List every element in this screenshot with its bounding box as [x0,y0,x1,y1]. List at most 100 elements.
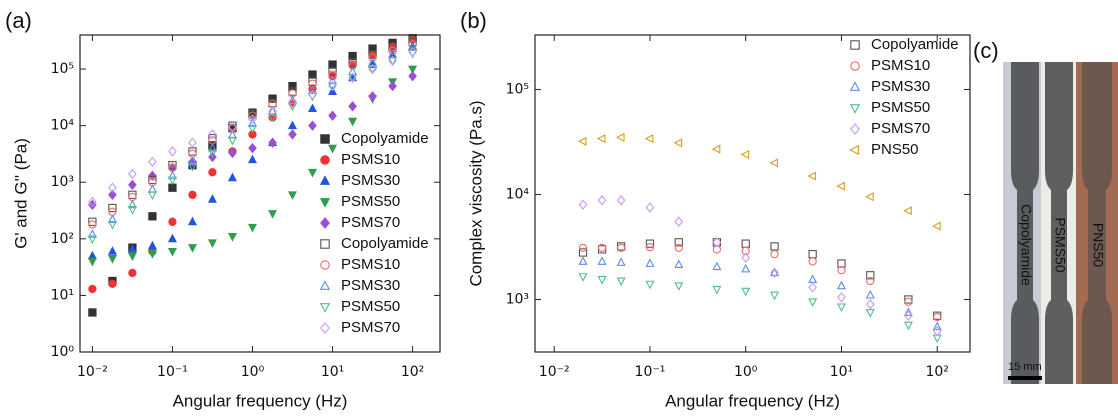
marker [127,206,137,215]
marker [307,103,318,113]
marker [348,101,357,112]
marker [167,247,177,257]
marker [674,282,684,291]
marker [287,120,298,130]
marker [836,181,845,191]
marker [836,303,846,313]
y-tick-label: 10³ [506,291,529,307]
marker [328,60,337,69]
marker [88,199,97,210]
marker [88,217,97,226]
legend-marker [319,280,331,290]
legend-label: PSMS10 [871,57,930,74]
marker [348,61,357,70]
legend-label: PSMS30 [341,277,400,294]
y-tick-label: 10⁰ [51,344,75,360]
marker [108,189,117,200]
marker [147,184,157,193]
marker [208,129,217,140]
marker [168,217,177,226]
marker [740,150,750,160]
marker [408,65,418,75]
marker [388,55,397,66]
marker [148,175,157,185]
marker [597,276,607,285]
marker [188,190,197,199]
marker [597,243,607,253]
marker [770,250,779,259]
marker [148,156,157,167]
marker [578,248,588,257]
marker [348,51,357,61]
legend-label: PSMS70 [341,214,400,231]
marker [645,239,655,248]
marker [597,195,607,206]
marker [128,190,137,199]
legend-label: PSMS10 [341,151,400,168]
y-tick-label: 10⁴ [506,186,530,202]
marker [168,183,177,192]
panel-label: (b) [460,8,487,33]
y-tick-label: 10¹ [51,287,74,303]
marker [328,70,337,79]
marker [108,279,117,289]
marker [904,310,913,321]
marker [616,195,626,206]
marker [247,154,258,164]
marker [712,238,722,247]
x-tick-label: 10⁻² [77,364,108,380]
marker [268,106,277,117]
marker [348,117,358,127]
marker [741,239,750,248]
marker [147,191,157,200]
marker [674,216,684,227]
marker [128,268,137,278]
marker [87,229,97,238]
marker [248,142,257,154]
legend-marker [320,155,330,165]
marker [645,280,655,290]
marker [645,242,655,252]
y-tick-label: 10⁵ [51,61,74,77]
marker [168,161,177,170]
marker [644,134,654,144]
marker [148,212,157,221]
x-tick-label: 10¹ [321,364,344,380]
marker [932,325,942,337]
marker [268,210,278,219]
legend-marker [850,61,860,71]
legend-label: PSMS30 [341,172,400,189]
specimen [1011,62,1039,384]
marker [227,136,237,146]
legend-label: Copolyamide [341,235,429,252]
marker [904,297,913,306]
chart: (b) 10⁻² 10⁻¹ 10⁰ 10¹ 10² 10³ 10⁴ 10⁵ Angular fre… [460,8,971,410]
x-axis-title: Angular frequency (Hz) [173,391,348,410]
marker [128,168,137,180]
specimen-label: PSMS50 [1052,217,1068,272]
marker [187,163,198,172]
marker [932,321,942,331]
marker [167,170,177,180]
legend-marker [850,40,860,50]
legend-label: PNS50 [871,141,919,158]
marker [932,221,941,231]
marker [328,144,338,154]
y-tick-label: 10⁴ [51,118,75,134]
marker [578,199,588,210]
marker [808,274,818,283]
marker [712,285,722,295]
marker [147,250,157,259]
chart: (a) 10⁻² 10⁻¹ 10⁰ 10¹ 10² 10⁰ 10¹ 10² 10³ 10⁴ 10⁵ An… [5,8,441,410]
x-tick-label: 10⁰ [241,364,265,380]
marker [268,113,278,123]
legend-marker [320,260,330,270]
marker [108,182,117,193]
marker [228,121,237,133]
marker [712,237,722,248]
marker [188,137,197,148]
legend-marker [849,104,861,114]
marker [247,223,258,233]
marker [248,114,257,125]
marker [167,176,177,186]
